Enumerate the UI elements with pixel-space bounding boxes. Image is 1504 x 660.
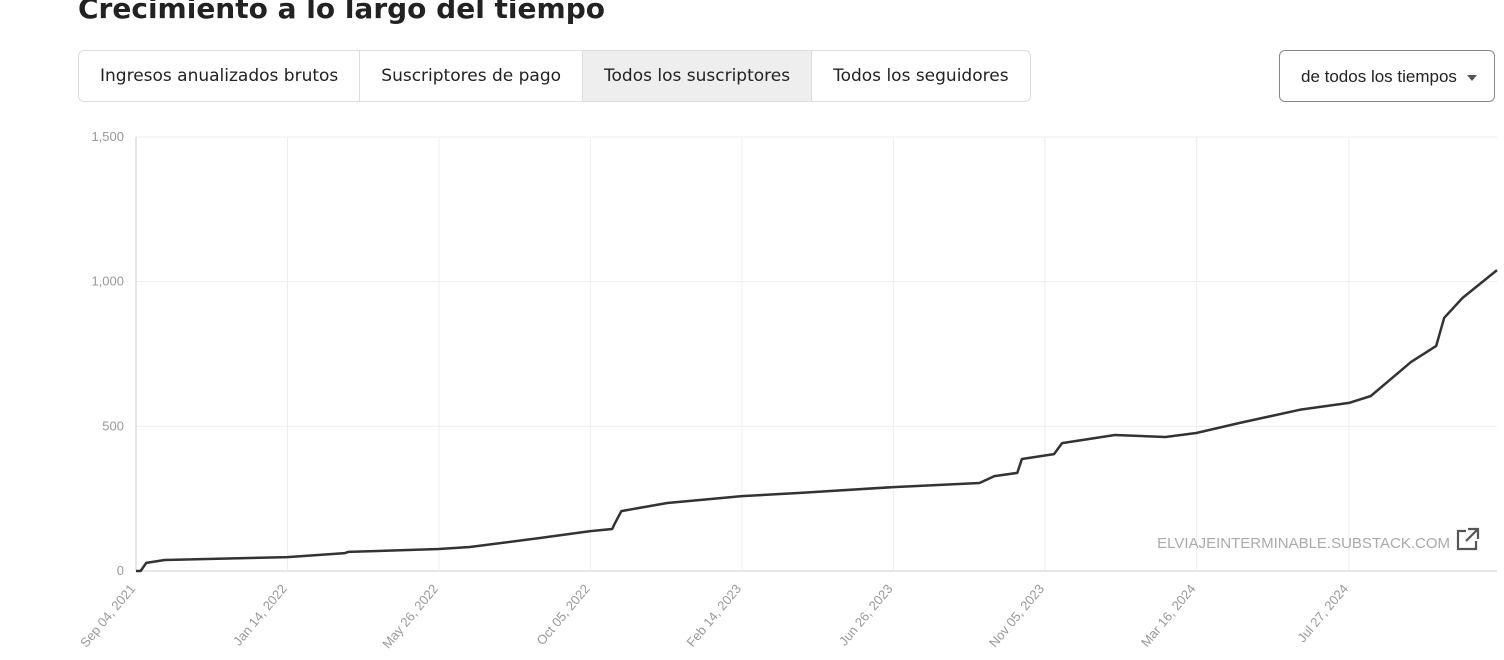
range-dropdown[interactable]: de todos los tiempos bbox=[1279, 50, 1495, 102]
x-tick-label: Jun 26, 2023 bbox=[836, 581, 896, 648]
x-tick-label: Nov 05, 2023 bbox=[986, 581, 1047, 650]
x-tick-label: Sep 04, 2021 bbox=[77, 581, 138, 650]
x-tick-label: Feb 14, 2023 bbox=[683, 581, 744, 649]
dropdown-label: de todos los tiempos bbox=[1301, 67, 1457, 86]
x-tick-label: Oct 05, 2022 bbox=[533, 581, 592, 648]
x-tick-label: Jul 27, 2024 bbox=[1294, 581, 1351, 645]
x-tick-label: Jan 14, 2022 bbox=[230, 581, 290, 648]
plot: 0 500 1,000 1,500 Sep 04, 2021 Jan 14, 2022 Ma… bbox=[77, 129, 1498, 651]
y-tick-label: 1,000 bbox=[91, 274, 124, 289]
caret bbox=[1467, 75, 1477, 81]
y-tick-label: 500 bbox=[102, 418, 124, 433]
external-link-icon bbox=[1456, 527, 1480, 551]
tab[interactable]: Todos los suscriptores bbox=[583, 51, 813, 101]
tab[interactable]: Todos los seguidores bbox=[833, 66, 1009, 86]
tab[interactable]: Suscriptores de pago bbox=[360, 51, 584, 101]
tab-bar: Ingresos anualizados brutos Suscriptores… bbox=[78, 50, 1031, 102]
line-series bbox=[136, 269, 1498, 573]
y-tick-label: 0 bbox=[117, 563, 124, 578]
x-tick-label: Mar 16, 2024 bbox=[1138, 581, 1199, 649]
x-tick-label: May 26, 2022 bbox=[379, 581, 441, 651]
tab[interactable]: Ingresos anualizados brutos bbox=[79, 51, 361, 101]
page-title: Crecimiento a lo largo del tiempo bbox=[78, 0, 605, 25]
y-tick-label: 1,500 bbox=[91, 129, 124, 144]
watermark: ELVIAJEINTERMINABLE.SUBSTACK.COM bbox=[1157, 535, 1450, 552]
